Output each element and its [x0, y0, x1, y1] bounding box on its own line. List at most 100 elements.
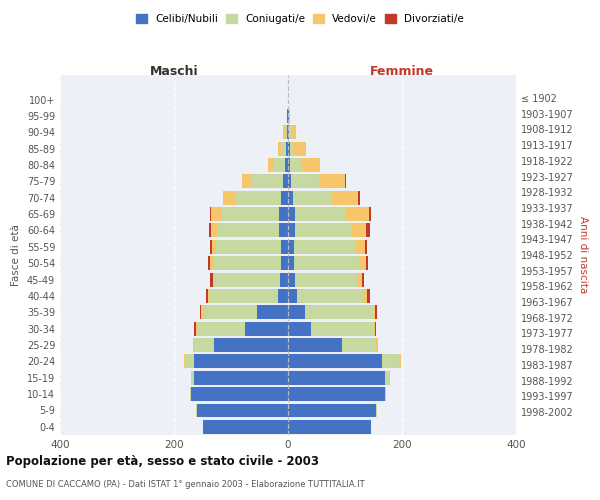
Text: Popolazione per età, sesso e stato civile - 2003: Popolazione per età, sesso e stato civil…: [6, 455, 319, 468]
Bar: [288, 256, 294, 270]
Bar: [288, 387, 385, 401]
Bar: [252, 174, 283, 188]
Bar: [194, 322, 196, 336]
Bar: [202, 306, 203, 319]
Bar: [203, 420, 288, 434]
Bar: [281, 256, 288, 270]
Bar: [206, 289, 208, 303]
Bar: [294, 256, 359, 270]
Bar: [376, 338, 378, 352]
Text: Maschi: Maschi: [149, 66, 199, 78]
Bar: [288, 306, 305, 319]
Text: Femmine: Femmine: [370, 66, 434, 78]
Bar: [288, 289, 297, 303]
Bar: [209, 289, 278, 303]
Bar: [288, 404, 376, 417]
Bar: [196, 322, 197, 336]
Bar: [345, 174, 346, 188]
Bar: [311, 322, 373, 336]
Bar: [278, 289, 288, 303]
Bar: [362, 272, 364, 286]
Bar: [346, 207, 369, 221]
Bar: [217, 224, 280, 237]
Bar: [257, 306, 288, 319]
Bar: [358, 272, 362, 286]
Bar: [294, 142, 305, 156]
Bar: [209, 224, 211, 237]
Bar: [385, 387, 386, 401]
Bar: [211, 256, 213, 270]
Bar: [367, 289, 370, 303]
Bar: [342, 338, 376, 352]
Bar: [305, 306, 373, 319]
Bar: [281, 142, 286, 156]
Bar: [210, 240, 212, 254]
Bar: [365, 240, 367, 254]
Bar: [375, 306, 377, 319]
Bar: [289, 126, 292, 139]
Bar: [194, 371, 288, 384]
Bar: [295, 272, 358, 286]
Bar: [191, 387, 288, 401]
Bar: [366, 224, 370, 237]
Bar: [288, 420, 371, 434]
Bar: [214, 338, 288, 352]
Bar: [194, 338, 214, 352]
Bar: [214, 272, 280, 286]
Bar: [288, 371, 385, 384]
Bar: [288, 354, 382, 368]
Bar: [197, 322, 245, 336]
Bar: [194, 354, 288, 368]
Bar: [382, 354, 399, 368]
Bar: [373, 322, 375, 336]
Bar: [210, 207, 211, 221]
Bar: [208, 256, 211, 270]
Legend: Celibi/Nubili, Coniugati/e, Vedovi/e, Divorziati/e: Celibi/Nubili, Coniugati/e, Vedovi/e, Di…: [132, 10, 468, 29]
Bar: [193, 338, 194, 352]
Bar: [184, 354, 185, 368]
Bar: [295, 207, 346, 221]
Bar: [288, 191, 293, 204]
Bar: [319, 174, 345, 188]
Bar: [288, 338, 342, 352]
Bar: [211, 224, 217, 237]
Text: COMUNE DI CACCAMO (PA) - Dati ISTAT 1° gennaio 2003 - Elaborazione TUTTITALIA.IT: COMUNE DI CACCAMO (PA) - Dati ISTAT 1° g…: [6, 480, 365, 489]
Bar: [356, 240, 365, 254]
Bar: [286, 142, 288, 156]
Bar: [280, 272, 288, 286]
Bar: [288, 240, 294, 254]
Bar: [284, 126, 287, 139]
Bar: [288, 174, 291, 188]
Bar: [215, 240, 281, 254]
Bar: [290, 158, 301, 172]
Bar: [364, 289, 367, 303]
Y-axis label: Fasce di età: Fasce di età: [11, 224, 21, 286]
Bar: [352, 224, 366, 237]
Bar: [288, 158, 290, 172]
Bar: [268, 158, 274, 172]
Bar: [288, 272, 295, 286]
Bar: [242, 174, 252, 188]
Bar: [280, 224, 288, 237]
Bar: [283, 126, 284, 139]
Bar: [288, 207, 295, 221]
Bar: [281, 191, 288, 204]
Bar: [375, 322, 376, 336]
Bar: [399, 354, 401, 368]
Bar: [366, 256, 368, 270]
Bar: [190, 387, 191, 401]
Bar: [236, 191, 281, 204]
Bar: [358, 191, 360, 204]
Bar: [212, 240, 215, 254]
Bar: [200, 306, 202, 319]
Bar: [211, 207, 223, 221]
Bar: [274, 158, 285, 172]
Bar: [290, 142, 294, 156]
Bar: [294, 240, 356, 254]
Bar: [359, 256, 366, 270]
Bar: [245, 322, 288, 336]
Bar: [202, 306, 257, 319]
Bar: [288, 142, 290, 156]
Bar: [208, 289, 209, 303]
Bar: [280, 207, 288, 221]
